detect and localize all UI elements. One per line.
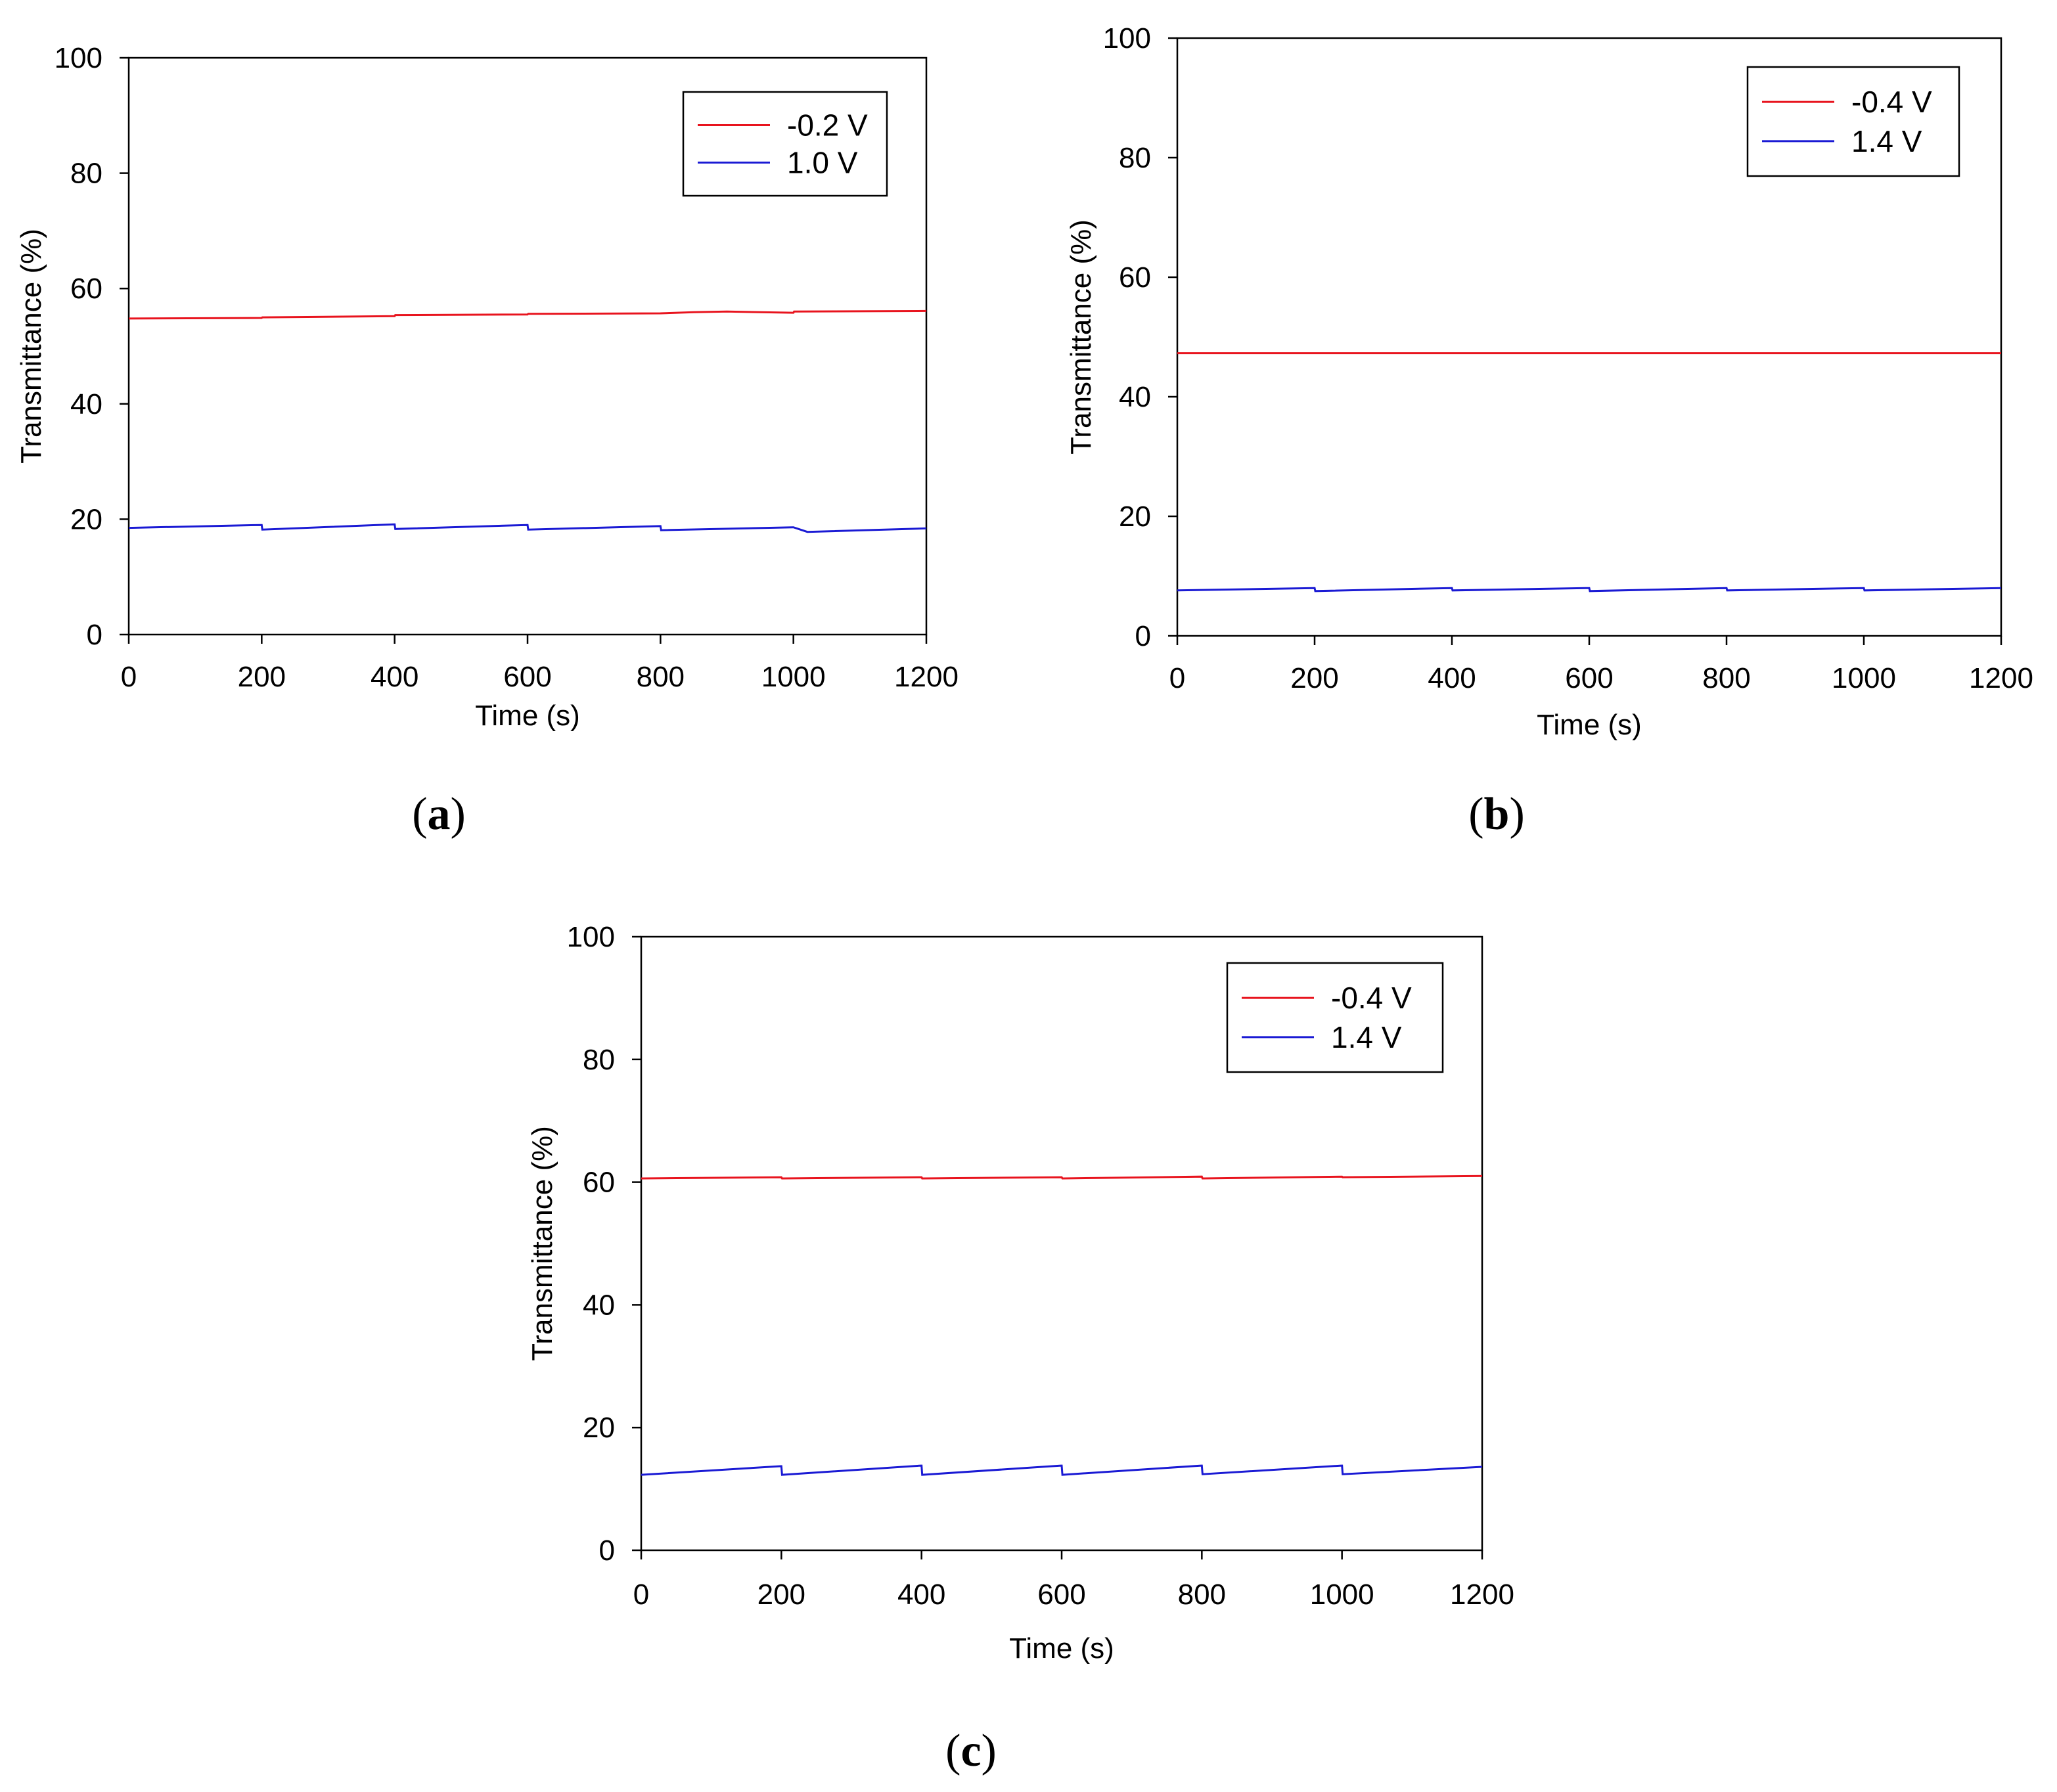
x-axis-title: Time (s) [1537, 709, 1642, 741]
y-tick-label: 100 [55, 42, 102, 74]
series-line-1-4-V [1177, 587, 2002, 593]
x-tick-label: 0 [1169, 662, 1185, 694]
panel-label: (b) [1468, 789, 1525, 840]
y-tick-label: 40 [1119, 381, 1151, 413]
y-tick-label: 60 [70, 273, 102, 305]
x-tick-label: 600 [503, 661, 551, 693]
x-tick-label: 200 [238, 661, 286, 693]
series-line-1-4-V [641, 1464, 1483, 1476]
x-tick-label: 800 [1178, 1579, 1226, 1611]
x-axis-title: Time (s) [1009, 1632, 1114, 1665]
legend-box [682, 91, 888, 197]
x-tick-label: 1200 [1969, 662, 2033, 694]
x-tick-label: 1200 [1450, 1579, 1514, 1611]
y-tick-label: 0 [87, 619, 102, 651]
series-line--0-2-V [128, 309, 927, 320]
panel-b: 0 200 400 600 800 1000 1200 0 20 40 60 80 100 Time (s… [1065, 22, 2033, 840]
y-tick-label: 20 [1119, 501, 1151, 533]
y-tick-label: 40 [70, 388, 102, 420]
panel-label: (c) [945, 1726, 997, 1776]
y-axis-title: Transmittance (%) [526, 1126, 558, 1361]
y-tick-label: 100 [1103, 22, 1151, 55]
panel-label: (a) [412, 789, 466, 840]
y-tick-label: 100 [567, 921, 615, 953]
x-tick-label: 600 [1565, 662, 1613, 694]
x-axis-title: Time (s) [475, 700, 580, 732]
y-tick-label: 80 [1119, 142, 1151, 174]
series-line--0-4-V [641, 1175, 1483, 1180]
legend: -0.4 V 1.4 V [1746, 66, 1960, 177]
x-tick-label: 200 [1290, 662, 1338, 694]
x-tick-label: 400 [371, 661, 418, 693]
y-tick-label: 40 [583, 1289, 615, 1321]
y-tick-label: 20 [70, 503, 102, 535]
legend-label: 1.0 V [787, 145, 858, 179]
y-tick-label: 20 [583, 1412, 615, 1444]
y-axis-title: Transmittance (%) [1065, 219, 1097, 455]
legend: -0.2 V1.0 V [682, 91, 888, 197]
legend-label: -0.4 V [1331, 981, 1412, 1015]
legend-box [1226, 962, 1444, 1073]
x-tick-label: 1000 [1310, 1579, 1374, 1611]
y-tick-label: 0 [1135, 620, 1151, 652]
legend-label: -0.4 V [1851, 85, 1932, 119]
panel-a: 0 200 400 600 800 1000 1200 0 20 40 60 80 100 Time (s… [15, 42, 959, 840]
x-tick-label: 1000 [761, 661, 826, 693]
legend-label: 1.4 V [1331, 1020, 1402, 1054]
y-axis-title: Transmittance (%) [15, 229, 47, 464]
series-line-1-0-V [128, 523, 927, 533]
x-tick-label: 200 [757, 1579, 805, 1611]
x-tick-label: 1200 [894, 661, 959, 693]
x-tick-label: 0 [121, 661, 137, 693]
legend: -0.4 V 1.4 V [1226, 962, 1444, 1073]
y-tick-label: 60 [583, 1167, 615, 1199]
x-tick-label: 800 [637, 661, 685, 693]
legend-label: 1.4 V [1851, 124, 1922, 158]
y-tick-label: 60 [1119, 261, 1151, 294]
panel-c: 0 200 400 600 800 1000 1200 0 20 40 60 80 100 Time (s… [526, 921, 1514, 1776]
legend-box [1746, 66, 1960, 177]
x-tick-label: 400 [897, 1579, 945, 1611]
y-tick-label: 0 [599, 1534, 615, 1567]
x-tick-label: 800 [1702, 662, 1750, 694]
y-tick-label: 80 [583, 1044, 615, 1076]
x-tick-label: 0 [633, 1579, 649, 1611]
x-tick-label: 600 [1037, 1579, 1085, 1611]
y-tick-label: 80 [70, 158, 102, 190]
legend-label: -0.2 V [787, 108, 868, 143]
x-tick-label: 1000 [1832, 662, 1896, 694]
x-tick-label: 400 [1428, 662, 1476, 694]
